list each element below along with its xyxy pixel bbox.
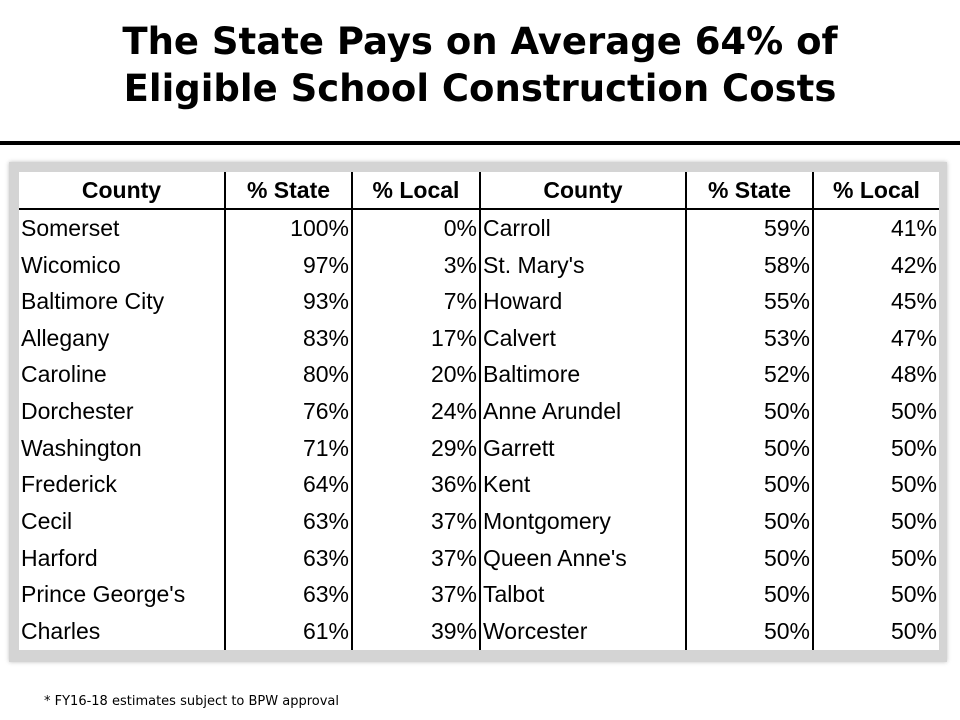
page-title: The State Pays on Average 64% of Eligibl… xyxy=(0,18,960,112)
county-cell: Harford xyxy=(21,544,98,571)
local-share-cell: 50% xyxy=(812,503,939,540)
county-cell: Washington xyxy=(21,434,142,461)
local-share-cell: 50% xyxy=(812,393,939,430)
local-share-cell: 48% xyxy=(812,356,939,394)
local-share-cell: 29% xyxy=(351,429,480,467)
state-share-cell: 63% xyxy=(224,576,352,614)
county-cell: Kent xyxy=(479,466,686,504)
county-cell: Cecil xyxy=(21,508,73,535)
state-share-cell: 80% xyxy=(224,356,352,394)
county-cell: Talbot xyxy=(479,576,686,614)
title-line-2: Eligible School Construction Costs xyxy=(123,67,837,110)
local-share-cell: 41% xyxy=(812,209,939,247)
county-cell: Anne Arundel xyxy=(479,393,686,430)
county-cell: Montgomery xyxy=(479,503,686,540)
local-share-cell: 7% xyxy=(351,283,480,320)
county-cell: Baltimore xyxy=(479,356,686,394)
column-header-county: County xyxy=(19,172,225,210)
state-share-cell: 50% xyxy=(685,466,813,504)
table-row: Frederick 64% 36% Kent 50% 50% xyxy=(19,466,939,504)
title-divider xyxy=(0,141,960,145)
local-share-cell: 37% xyxy=(351,576,480,614)
local-share-cell: 0% xyxy=(351,209,480,247)
county-cell: Calvert xyxy=(479,319,686,357)
state-share-cell: 59% xyxy=(685,209,813,247)
county-cell: Baltimore City xyxy=(21,288,165,315)
state-share-cell: 50% xyxy=(685,393,813,430)
column-header-county: County xyxy=(479,172,686,210)
local-share-cell: 50% xyxy=(812,539,939,577)
county-cell: Frederick xyxy=(21,471,117,498)
table-frame: County % State % Local County % State % … xyxy=(9,162,947,662)
local-share-cell: 37% xyxy=(351,503,480,540)
local-share-cell: 20% xyxy=(351,356,480,394)
county-cell: Somerset xyxy=(21,214,120,241)
state-share-cell: 52% xyxy=(685,356,813,394)
table-row: Wicomico 97% 3% St. Mary's 58% 42% xyxy=(19,246,939,284)
local-share-cell: 50% xyxy=(812,613,939,650)
cost-share-table: County % State % Local County % State % … xyxy=(19,172,939,650)
local-share-cell: 50% xyxy=(812,576,939,614)
state-share-cell: 64% xyxy=(224,466,352,504)
state-share-cell: 53% xyxy=(685,319,813,357)
local-share-cell: 47% xyxy=(812,319,939,357)
state-share-cell: 50% xyxy=(685,576,813,614)
table-row: Harford 63% 37% Queen Anne's 50% 50% xyxy=(19,539,939,577)
local-share-cell: 3% xyxy=(351,246,480,284)
state-share-cell: 55% xyxy=(685,283,813,320)
local-share-cell: 37% xyxy=(351,539,480,577)
local-share-cell: 50% xyxy=(812,466,939,504)
state-share-cell: 76% xyxy=(224,393,352,430)
county-cell: Queen Anne's xyxy=(479,539,686,577)
column-header-local: % Local xyxy=(812,172,939,210)
local-share-cell: 24% xyxy=(351,393,480,430)
local-share-cell: 50% xyxy=(812,429,939,467)
table-row: Baltimore City 93% 7% Howard 55% 45% xyxy=(19,283,939,320)
table-row: Allegany 83% 17% Calvert 53% 47% xyxy=(19,319,939,357)
column-header-state: % State xyxy=(685,172,813,210)
table-row: Dorchester 76% 24% Anne Arundel 50% 50% xyxy=(19,393,939,430)
title-line-1: The State Pays on Average 64% of xyxy=(122,20,838,63)
local-share-cell: 17% xyxy=(351,319,480,357)
state-share-cell: 50% xyxy=(685,539,813,577)
state-share-cell: 50% xyxy=(685,503,813,540)
table-row: Washington 71% 29% Garrett 50% 50% xyxy=(19,429,939,467)
footnote: * FY16-18 estimates subject to BPW appro… xyxy=(44,694,340,709)
table-row: Prince George's 63% 37% Talbot 50% 50% xyxy=(19,576,939,614)
county-cell: Howard xyxy=(479,283,686,320)
state-share-cell: 50% xyxy=(685,613,813,650)
column-header-state: % State xyxy=(224,172,352,210)
local-share-cell: 39% xyxy=(351,613,480,650)
table-row: Caroline 80% 20% Baltimore 52% 48% xyxy=(19,356,939,394)
county-cell: St. Mary's xyxy=(479,246,686,284)
state-share-cell: 93% xyxy=(224,283,352,320)
state-share-cell: 61% xyxy=(224,613,352,650)
table-header-row: County % State % Local County % State % … xyxy=(19,172,939,210)
local-share-cell: 42% xyxy=(812,246,939,284)
county-cell: Garrett xyxy=(479,429,686,467)
state-share-cell: 50% xyxy=(685,429,813,467)
state-share-cell: 63% xyxy=(224,503,352,540)
table-row: Cecil 63% 37% Montgomery 50% 50% xyxy=(19,503,939,540)
county-cell: Charles xyxy=(21,618,101,645)
county-cell: Caroline xyxy=(21,361,107,388)
state-share-cell: 83% xyxy=(224,319,352,357)
table-row: Somerset 100% 0% Carroll 59% 41% xyxy=(19,209,939,247)
county-cell: Carroll xyxy=(479,209,686,247)
state-share-cell: 71% xyxy=(224,429,352,467)
column-header-local: % Local xyxy=(351,172,480,210)
state-share-cell: 100% xyxy=(224,209,352,247)
county-cell: Allegany xyxy=(21,324,110,351)
state-share-cell: 97% xyxy=(224,246,352,284)
table-row: Charles 61% 39% Worcester 50% 50% xyxy=(19,613,939,650)
county-cell: Wicomico xyxy=(21,251,121,278)
local-share-cell: 36% xyxy=(351,466,480,504)
county-cell: Dorchester xyxy=(21,398,134,425)
local-share-cell: 45% xyxy=(812,283,939,320)
state-share-cell: 58% xyxy=(685,246,813,284)
county-cell: Worcester xyxy=(479,613,686,650)
state-share-cell: 63% xyxy=(224,539,352,577)
county-cell: Prince George's xyxy=(21,581,186,608)
